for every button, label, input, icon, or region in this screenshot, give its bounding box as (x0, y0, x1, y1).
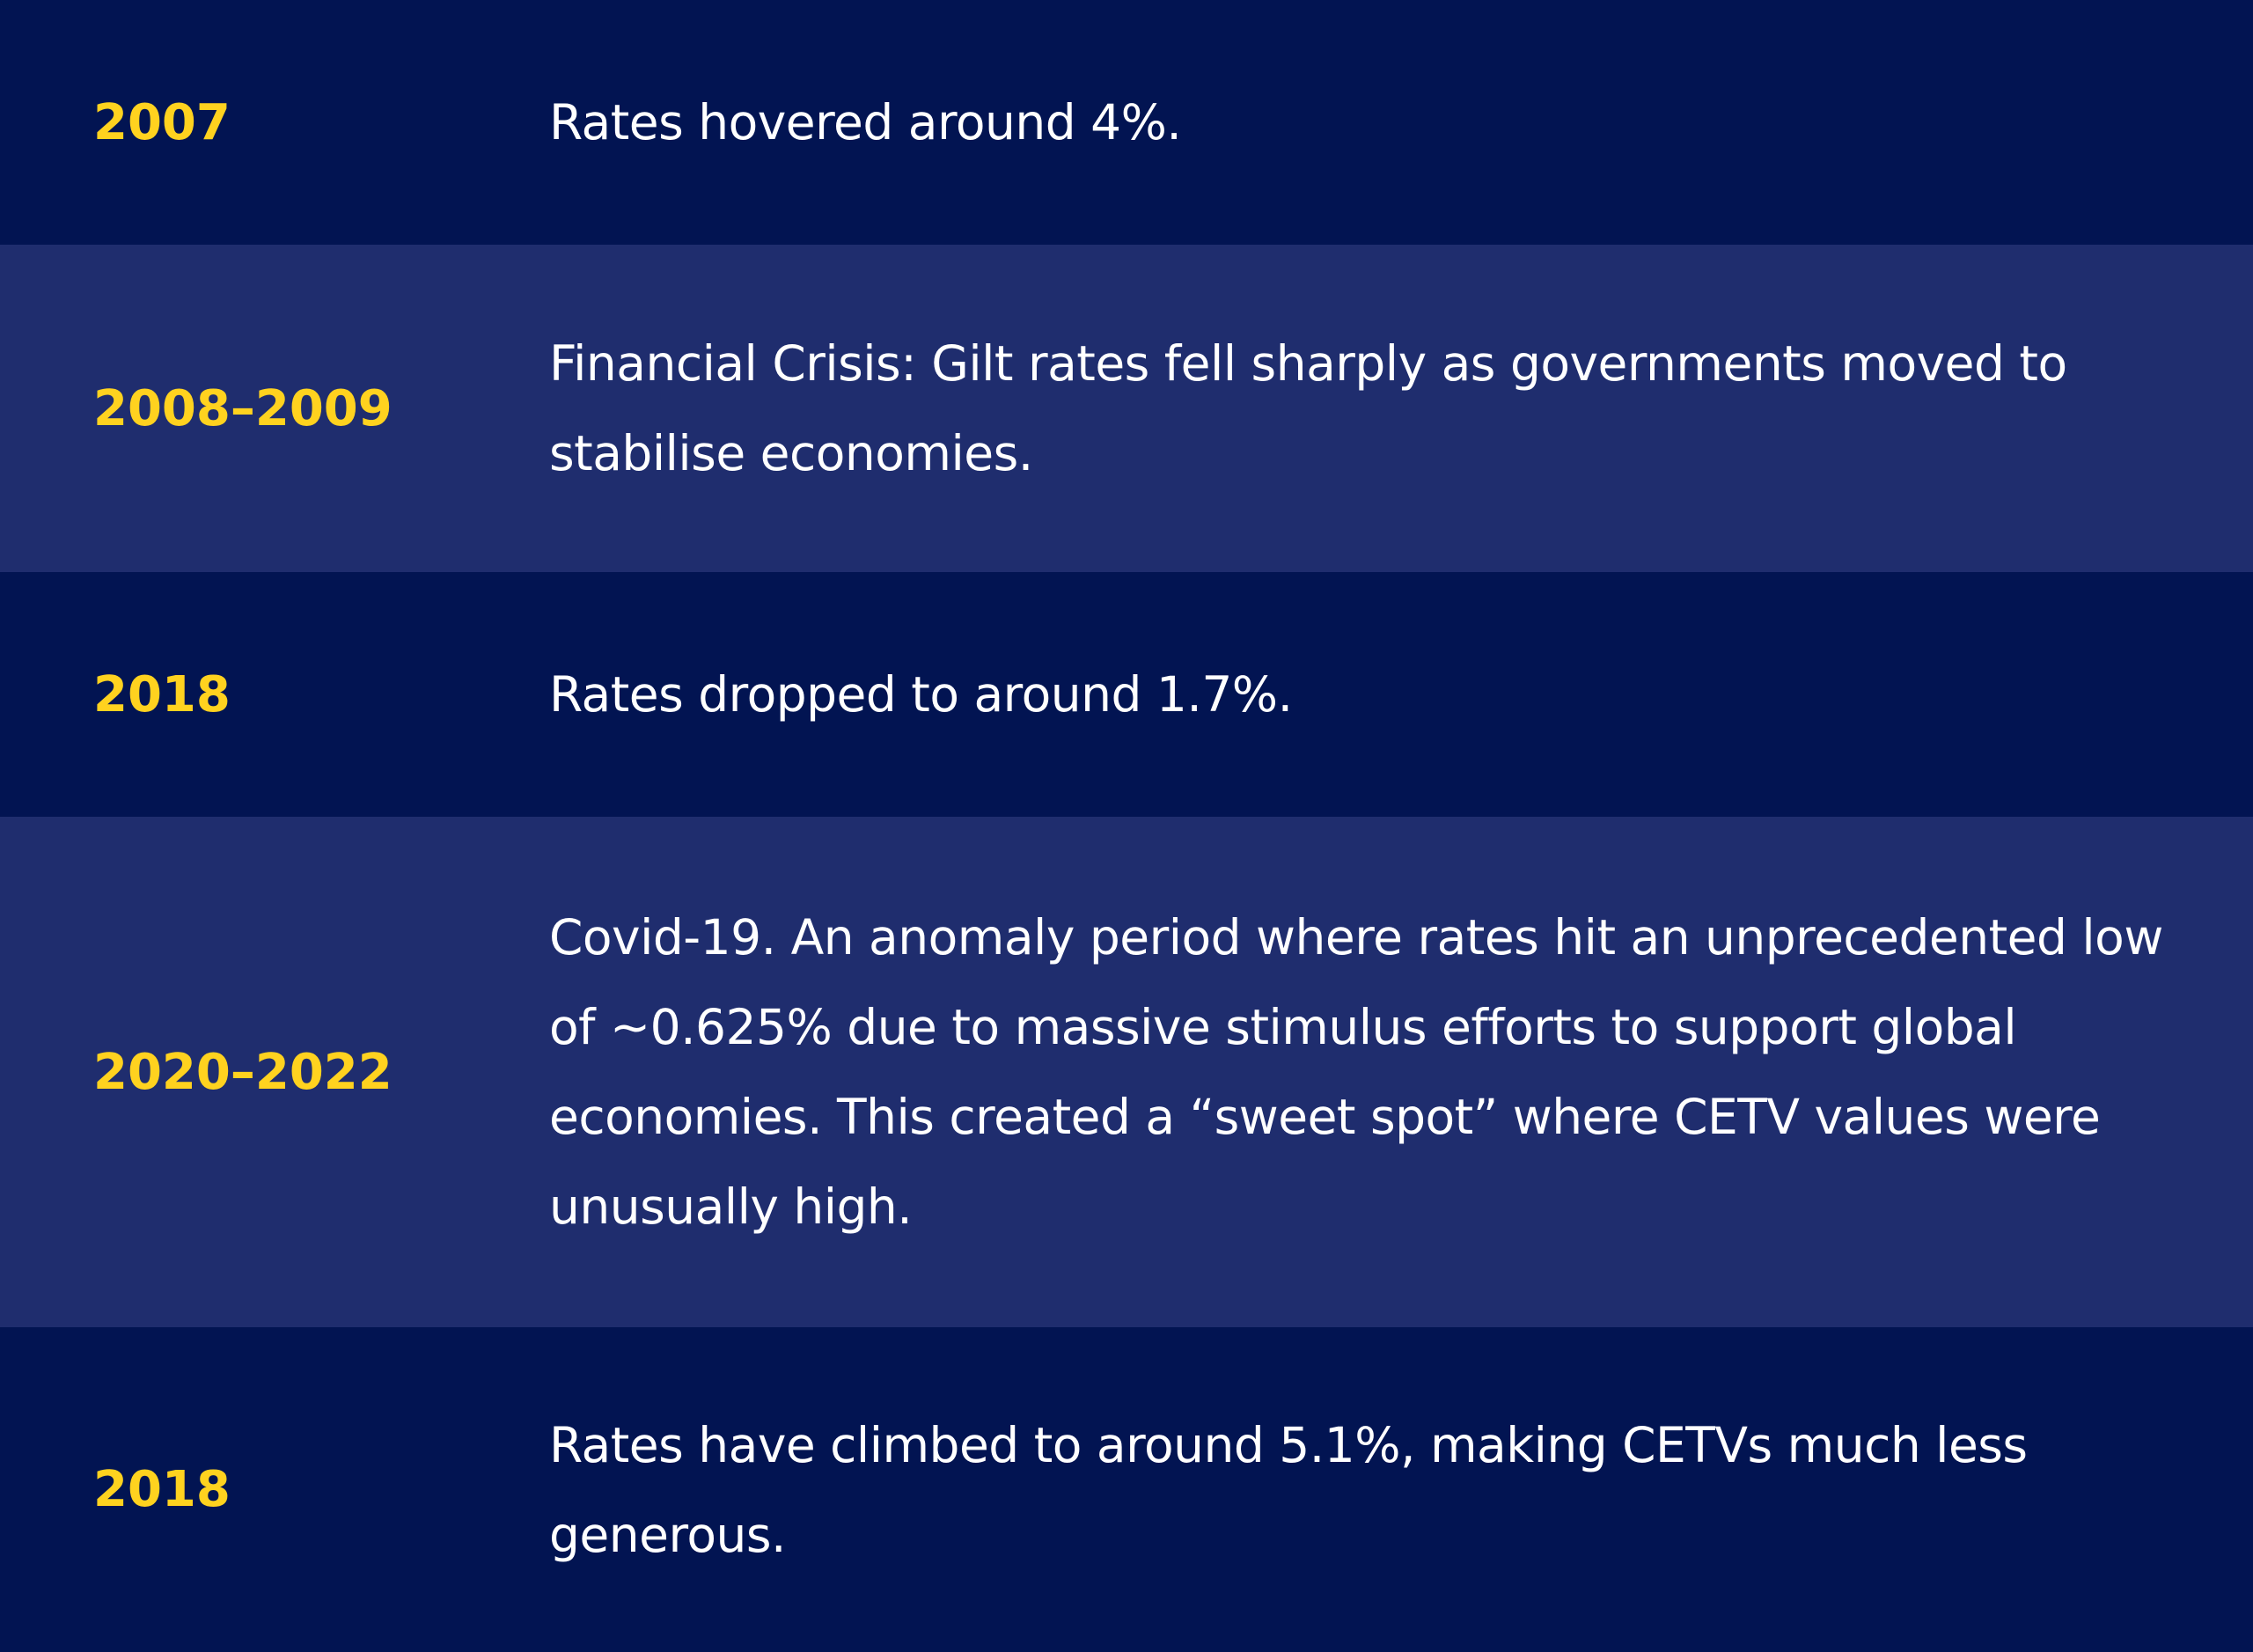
timeline-row: 2008–2009 Financial Crisis: Gilt rates f… (0, 245, 2253, 572)
timeline-description: Rates hovered around 4%. (549, 94, 1182, 151)
timeline-row: 2007 Rates hovered around 4%. (0, 0, 2253, 245)
timeline-year: 2008–2009 (93, 379, 393, 437)
timeline-year: 2007 (93, 93, 231, 151)
timeline-description: Covid-19. An anomaly period where rates … (549, 909, 2163, 1235)
timeline-description: Rates dropped to around 1.7%. (549, 666, 1293, 723)
timeline-year: 2018 (93, 1461, 231, 1518)
timeline-row: 2018 Rates have climbed to around 5.1%, … (0, 1327, 2253, 1652)
timeline-year: 2018 (93, 665, 231, 723)
timeline-description: Financial Crisis: Gilt rates fell sharpl… (549, 335, 2067, 481)
timeline-row: 2020–2022 Covid-19. An anomaly period wh… (0, 817, 2253, 1327)
timeline-description: Rates have climbed to around 5.1%, makin… (549, 1416, 2028, 1563)
timeline-row: 2018 Rates dropped to around 1.7%. (0, 572, 2253, 817)
timeline-year: 2020–2022 (93, 1043, 393, 1101)
